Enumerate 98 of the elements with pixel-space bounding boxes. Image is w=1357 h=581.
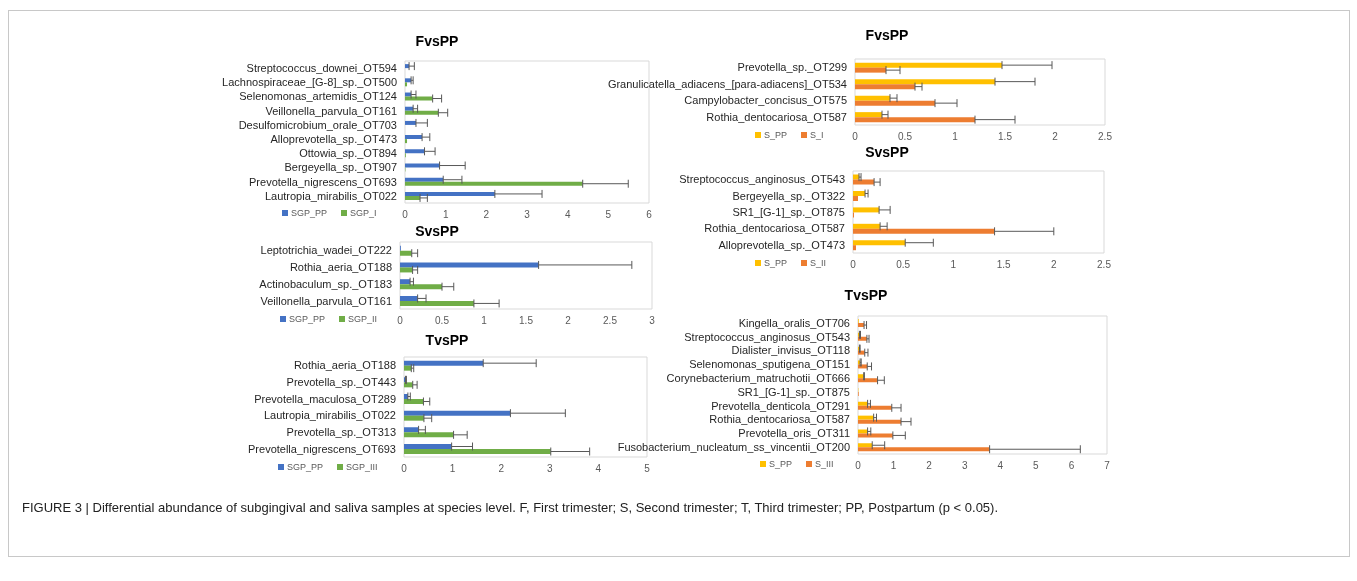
y-tick-label: Prevotella_sp._OT299 [737,61,847,74]
x-tick-label: 0 [397,315,404,327]
x-tick-label: 4 [997,460,1004,472]
y-tick-label: Lautropia_mirabilis_OT022 [264,189,397,202]
x-tick-label: 1 [449,463,456,475]
y-tick-label: Rothia_aeria_OT188 [293,359,396,372]
x-tick-label: 1.5 [519,315,534,327]
y-tick-label: Fusobacterium_nucleatum_ss_vincentii_OT200 [617,441,850,454]
x-tick-label: 0.5 [435,315,450,327]
y-tick-label: Ottowia_sp._OT894 [299,147,397,160]
y-tick-label: Rothia_dentocariosa_OT587 [704,222,845,235]
x-tick-label: 5 [1033,460,1040,472]
y-tick-label: Prevotella_denticola_OT291 [711,399,850,412]
y-tick-label: Streptococcus_downei_OT594 [246,62,397,74]
y-tick-label: Alloprevotella_sp._OT473 [718,238,845,251]
x-tick-label: 7 [1104,460,1111,472]
chart-title: FvsPP [864,27,910,43]
x-tick-label: 5 [605,209,612,221]
y-tick-label: Prevotella_sp._OT443 [286,375,396,388]
chart-title: SvsPP [414,223,460,239]
x-tick-label: 1.5 [998,131,1013,143]
y-tick-label: Rothia_aeria_OT188 [289,261,392,274]
legend-label: S_PP [763,130,788,140]
y-tick-label: Prevotella_oris_OT311 [738,427,850,440]
y-tick-label: Selenomonas_sputigena_OT151 [689,358,850,371]
x-tick-label: 6 [1068,460,1075,472]
y-tick-label: Rothia_dentocariosa_OT587 [706,110,847,123]
x-tick-label: 2 [565,315,572,327]
x-tick-label: 4 [564,209,571,221]
x-tick-label: 2.5 [1097,259,1112,271]
x-tick-label: 3 [547,463,554,475]
y-tick-label: Prevotella_maculosa_OT289 [254,392,396,405]
x-tick-label: 3 [524,209,531,221]
y-tick-label: Prevotella_nigrescens_OT693 [248,442,396,455]
x-tick-label: 4 [595,463,602,475]
y-tick-label: Veillonella_parvula_OT161 [260,294,392,307]
x-tick-label: 1 [481,315,488,327]
x-tick-label: 2.5 [1098,131,1113,143]
legend-label: S_III [814,459,834,469]
x-tick-label: 3 [649,315,656,327]
y-tick-label: Prevotella_sp._OT313 [286,425,396,438]
y-tick-label: Desulfomicrobium_orale_OT703 [238,118,397,131]
y-tick-label: Corynebacterium_matruchotii_OT666 [666,372,850,385]
y-tick-label: Lautropia_mirabilis_OT022 [263,409,396,422]
y-tick-label: Bergeyella_sp._OT322 [732,189,845,202]
legend-label: S_PP [768,459,793,469]
x-tick-label: 0 [855,460,862,472]
legend-label: SGP_II [347,314,378,324]
y-tick-label: Alloprevotella_sp._OT473 [270,133,397,146]
y-tick-label: Veillonella_parvula_OT161 [265,104,397,117]
legend-label: S_II [809,258,827,268]
legend-label: SGP_PP [286,462,324,472]
x-tick-label: 1.5 [996,259,1011,271]
chart-title: TvsPP [843,287,889,303]
legend-label: SGP_I [349,208,377,218]
y-tick-label: Bergeyella_sp._OT907 [284,161,397,174]
x-tick-label: 1 [950,259,957,271]
x-tick-label: 2 [483,209,490,221]
legend-label: SGP_III [345,462,378,472]
y-tick-label: Leptotrichia_wadei_OT222 [260,244,392,257]
y-tick-label: Streptococcus_anginosus_OT543 [679,173,845,186]
y-tick-label: Dialister_invisus_OT118 [731,344,850,357]
x-tick-label: 0.5 [896,259,911,271]
x-tick-label: 2 [1051,259,1058,271]
x-tick-label: 2 [498,463,505,475]
x-tick-label: 2.5 [603,315,618,327]
x-tick-label: 2 [926,460,933,472]
legend-label: S_PP [763,258,788,268]
y-tick-label: Kingella_oralis_OT706 [738,316,850,329]
y-tick-label: SR1_[G-1]_sp._OT875 [732,205,845,218]
y-tick-label: Rothia_dentocariosa_OT587 [709,413,850,426]
x-tick-label: 1 [952,131,959,143]
y-tick-label: Selenomonas_artemidis_OT124 [239,90,397,103]
x-tick-label: 6 [646,209,653,221]
x-tick-label: 2 [1052,131,1059,143]
caption: FIGURE 3 | Differential abundance of subgingival and saliva samples at species level. F, First trimester; S, Second trimester; T, Third trimester; PP, Postpartum (p < 0.05). [22,499,1000,517]
x-tick-label: 0 [850,259,857,271]
x-tick-label: 3 [961,460,968,472]
y-tick-label: Lachnospiraceae_[G-8]_sp._OT500 [222,76,397,89]
chart-title: FvsPP [414,33,460,49]
x-tick-label: 0 [852,131,859,143]
y-tick-label: Streptococcus_anginosus_OT543 [684,330,850,343]
x-tick-label: 1 [890,460,897,472]
legend-label: SGP_PP [290,208,328,218]
x-tick-label: 0 [402,209,409,221]
legend-label: S_I [809,130,824,140]
y-tick-label: Granulicatella_adiacens_[para-adiacens]_OT534 [607,77,847,90]
chart-title: TvsPP [424,332,470,348]
y-tick-label: SR1_[G-1]_sp._OT875 [737,385,850,398]
y-tick-label: Campylobacter_concisus_OT575 [684,94,847,107]
y-tick-label: Prevotella_nigrescens_OT693 [249,175,397,188]
chart-title: SvsPP [864,144,910,160]
x-tick-label: 1 [442,209,449,221]
legend-label: SGP_PP [288,314,326,324]
x-tick-label: 0 [401,463,408,475]
x-tick-label: 0.5 [898,131,913,143]
x-tick-label: 5 [644,463,651,475]
y-tick-label: Actinobaculum_sp._OT183 [259,277,392,290]
